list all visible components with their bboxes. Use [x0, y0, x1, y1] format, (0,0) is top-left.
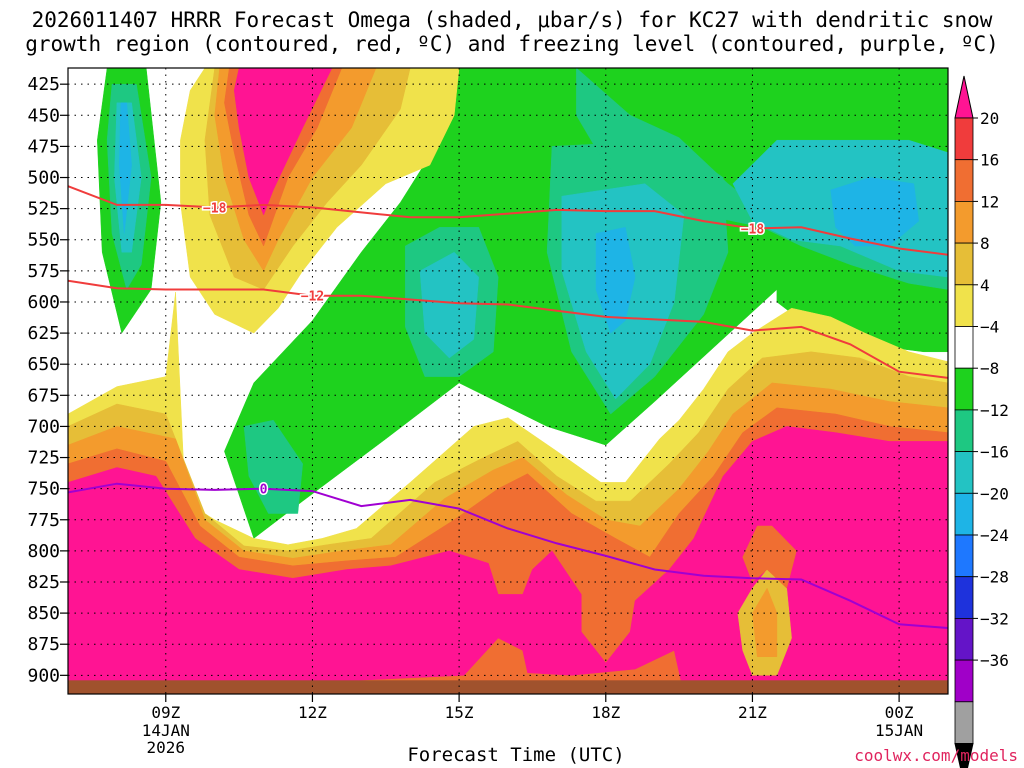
colorbar-cell-11 [954, 534, 974, 578]
contour-label-0: −18 [203, 201, 227, 216]
gridlines [68, 68, 948, 694]
y-tick-label-450: 450 [27, 105, 60, 126]
chart-title-line-1: 2026011407 HRRR Forecast Omega (shaded, … [31, 8, 993, 32]
colorbar-label-5: −4 [980, 318, 999, 337]
y-tick-label-625: 625 [27, 323, 60, 344]
colorbar-label-7: −12 [980, 401, 1009, 420]
omega-region-23 [68, 426, 948, 694]
colorbar-label-11: −28 [980, 568, 1009, 587]
colorbar-label-9: −20 [980, 484, 1009, 503]
x-tick-sublabel-24-0: 15JAN [875, 721, 923, 740]
omega-region-25 [752, 587, 778, 657]
omega-colorbar: 20 16 12 8 4 −4 −8 −12 −16 −20 −24 −28 −32 −36 [954, 75, 1009, 768]
contour-label-2: −12 [301, 290, 324, 305]
colorbar-cell-15 [954, 701, 974, 744]
colorbar-cell-9 [954, 451, 974, 494]
y-tick-label-550: 550 [27, 230, 60, 251]
colorbar-cell-2 [954, 159, 974, 202]
colorbar-label-0: 20 [980, 109, 999, 128]
colorbar-label-12: −32 [980, 609, 1009, 628]
colorbar-cell-13 [954, 618, 974, 661]
x-tick-label-18: 18Z [591, 703, 620, 722]
x-tick-label-9: 09Z [151, 703, 180, 722]
colorbar-top-arrow [954, 75, 974, 119]
colorbar-cell-1 [954, 117, 974, 161]
y-tick-label-825: 825 [27, 572, 60, 593]
x-tick-sublabel-9-1: 2026 [147, 738, 186, 757]
colorbar-cell-14 [954, 659, 974, 703]
colorbar-label-3: 8 [980, 234, 990, 253]
colorbar-label-4: 4 [980, 276, 990, 295]
y-tick-label-900: 900 [27, 665, 60, 686]
x-tick-sublabel-9-0: 14JAN [142, 721, 190, 740]
colorbar-label-13: −36 [980, 651, 1009, 670]
colorbar-cell-8 [954, 409, 974, 452]
x-tick-label-24: 00Z [885, 703, 914, 722]
y-tick-label-850: 850 [27, 603, 60, 624]
x-tick-label-12: 12Z [298, 703, 327, 722]
y-tick-label-600: 600 [27, 292, 60, 313]
y-tick-label-750: 750 [27, 479, 60, 500]
colorbar-cell-5 [954, 284, 974, 327]
x-tick-label-15: 15Z [445, 703, 474, 722]
ground-strip [68, 680, 948, 694]
y-tick-label-700: 700 [27, 416, 60, 437]
colorbar-bottom-arrow [954, 743, 974, 768]
colorbar-cell-3 [954, 200, 974, 244]
y-tick-label-500: 500 [27, 168, 60, 189]
colorbar-label-8: −16 [980, 443, 1009, 462]
omega-region-7 [419, 251, 479, 359]
colorbar-cell-7 [954, 367, 974, 411]
contour-line-3 [68, 482, 948, 629]
colorbar-cell-4 [954, 242, 974, 286]
omega-region-22 [233, 68, 333, 216]
omega-region-11 [595, 227, 636, 334]
y-tick-label-800: 800 [27, 541, 60, 562]
omega-region-12 [830, 177, 919, 247]
contour-line-2 [68, 279, 948, 379]
y-tick-label-575: 575 [27, 261, 60, 282]
pressure-axis: 425 450 475 500 525 550 575 600 625 650 675 700 725 7… [27, 74, 68, 686]
y-tick-label-475: 475 [27, 136, 60, 157]
contour-label-3: 0 [260, 483, 268, 498]
site-credit[interactable]: coolwx.com/models [854, 746, 1018, 765]
y-tick-label-525: 525 [27, 199, 60, 220]
contour-line-0 [68, 185, 948, 256]
temperature-contours: −18 −18 −12 0 [68, 185, 948, 629]
colorbar-cell-6 [954, 326, 974, 369]
colorbar-label-2: 12 [980, 192, 999, 211]
y-tick-label-425: 425 [27, 74, 60, 95]
y-tick-label-725: 725 [27, 448, 60, 469]
y-tick-label-775: 775 [27, 510, 60, 531]
plot-frame [67, 67, 949, 695]
colorbar-label-10: −24 [980, 526, 1009, 545]
omega-shading [68, 68, 948, 694]
y-tick-label-650: 650 [27, 354, 60, 375]
omega-region-26 [742, 525, 797, 589]
chart-title-line-2: growth region (contoured, red, ºC) and f… [25, 32, 999, 56]
colorbar-cell-10 [954, 492, 974, 536]
x-axis-label: Forecast Time (UTC) [407, 744, 625, 766]
colorbar-cell-12 [954, 576, 974, 619]
colorbar-label-6: −8 [980, 359, 999, 378]
y-tick-label-875: 875 [27, 634, 60, 655]
omega-region-13 [119, 102, 132, 234]
colorbar-label-1: 16 [980, 151, 999, 170]
x-tick-label-21: 21Z [738, 703, 767, 722]
contour-label-1: −18 [741, 223, 765, 238]
y-tick-label-675: 675 [27, 385, 60, 406]
